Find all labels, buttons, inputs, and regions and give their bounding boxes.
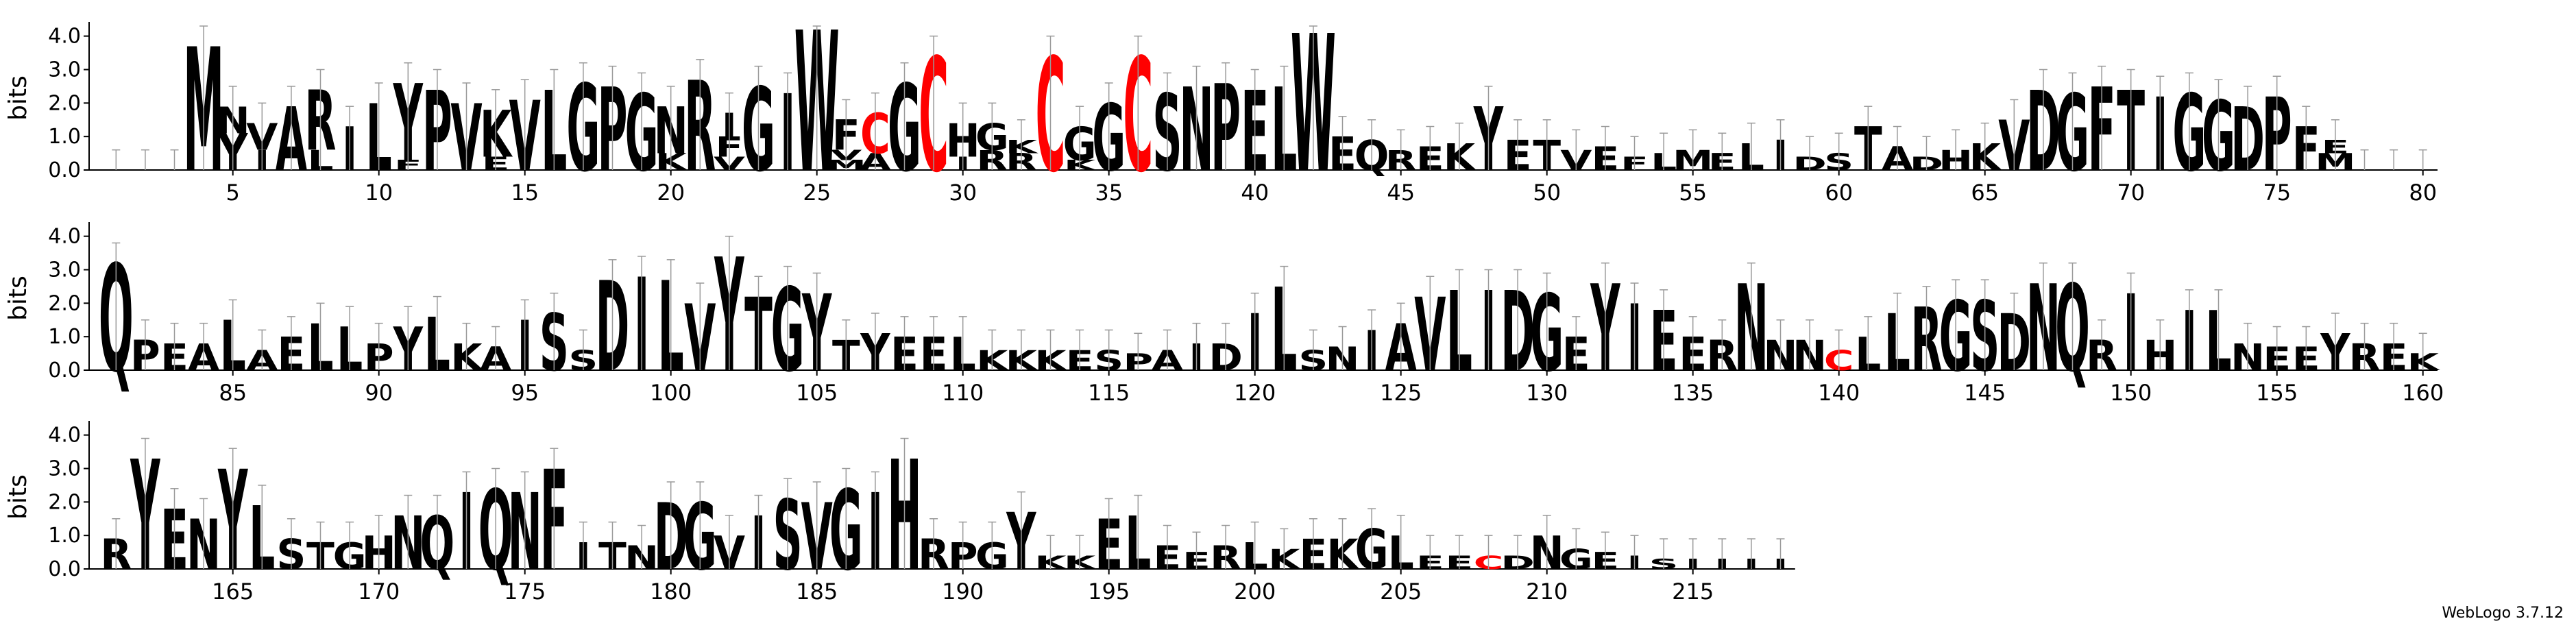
x-tick-label: 85: [219, 380, 247, 406]
y-axis-label: bits: [4, 276, 32, 321]
x-tick-label: 215: [1672, 579, 1714, 605]
x-tick-label: 55: [1679, 180, 1707, 206]
x-tick-label: 180: [650, 579, 692, 605]
y-tick-label: 2.0: [48, 291, 81, 315]
y-tick-label: 3.0: [48, 58, 81, 82]
x-tick-label: 115: [1088, 380, 1130, 406]
x-tick-label: 170: [358, 579, 400, 605]
y-tick-label: 0.0: [48, 158, 81, 182]
logo-letter: K: [1268, 544, 1301, 576]
logo-letter: K: [1006, 136, 1039, 158]
logo-row-2: bits 0.0 1.0 2.0 3.0 4.0 85 90 95 100 105 110 115 120…: [4, 222, 2444, 408]
x-tick-label: 185: [796, 579, 838, 605]
x-tick-label: 155: [2256, 380, 2298, 406]
logo-letter: K: [1444, 136, 1477, 179]
x-tick-label: 135: [1672, 380, 1714, 406]
x-tick-label: 190: [942, 579, 984, 605]
x-tick-label: 30: [949, 180, 977, 206]
y-tick-label: 0.0: [48, 358, 81, 382]
logo-letter: K: [655, 149, 688, 176]
y-tick-label: 1.0: [48, 125, 81, 149]
logo-letter: K: [480, 97, 513, 172]
y-axis-label: bits: [4, 75, 32, 121]
x-tick-label: 25: [803, 180, 831, 206]
y-axis-label: bits: [4, 474, 32, 520]
x-tick-label: 60: [1825, 180, 1853, 206]
x-tick-label: 75: [2263, 180, 2291, 206]
weblogo-credit: WebLogo 3.7.12: [2442, 605, 2564, 622]
logo-letter: K: [1034, 552, 1068, 573]
x-tick-label: 145: [1964, 380, 2006, 406]
x-tick-label: 20: [657, 180, 685, 206]
y-tick-label: 2.0: [48, 91, 81, 115]
logo-letter: K: [976, 345, 1009, 377]
x-tick-label: 150: [2110, 380, 2152, 406]
y-tick-label: 4.0: [48, 424, 81, 448]
y-tick-label: 0.0: [48, 557, 81, 581]
x-tick-label: 195: [1088, 579, 1130, 605]
x-tick-label: 95: [511, 380, 539, 406]
x-tick-label: 90: [365, 380, 393, 406]
x-tick-label: 65: [1971, 180, 1999, 206]
logo-letter: K: [1034, 345, 1067, 377]
x-tick-label: 50: [1533, 180, 1561, 206]
x-tick-label: 160: [2402, 380, 2444, 406]
logo-row-3: bits 0.0 1.0 2.0 3.0 4.0 165 170 175 180 185 190 195…: [4, 421, 1795, 605]
x-tick-label: 125: [1380, 380, 1422, 406]
logo-letter: K: [450, 337, 483, 379]
x-tick-label: 40: [1241, 180, 1269, 206]
x-tick-label: 210: [1526, 579, 1568, 605]
y-tick-label: 4.0: [48, 225, 81, 249]
x-tick-label: 70: [2117, 180, 2145, 206]
x-tick-label: 175: [504, 579, 546, 605]
x-tick-label: 15: [511, 180, 539, 206]
x-tick-label: 105: [796, 380, 838, 406]
logo-letter: K: [1064, 552, 1097, 573]
logo-letter: K: [1064, 158, 1097, 173]
x-tick-label: 80: [2409, 180, 2437, 206]
x-tick-label: 5: [226, 180, 240, 206]
y-tick-label: 2.0: [48, 490, 81, 514]
x-tick-label: 35: [1095, 180, 1123, 206]
logo-letter: K: [2407, 350, 2440, 376]
logo-row-1: bits 0.0 1.0 2.0 3.0 4.0 5 10 15 20 25 30 35 40 45 50 55…: [4, 0, 2438, 215]
x-tick-label: 110: [942, 380, 984, 406]
x-tick-label: 120: [1234, 380, 1276, 406]
x-tick-label: 200: [1234, 579, 1276, 605]
y-tick-label: 1.0: [48, 524, 81, 548]
y-tick-label: 1.0: [48, 325, 81, 349]
x-tick-label: 140: [1818, 380, 1860, 406]
x-tick-label: 10: [365, 180, 393, 206]
y-tick-label: 3.0: [48, 258, 81, 282]
x-tick-label: 130: [1526, 380, 1568, 406]
x-tick-label: 205: [1380, 579, 1422, 605]
x-tick-label: 100: [650, 380, 692, 406]
logo-letter: K: [1326, 531, 1360, 579]
logo-letter: K: [1969, 136, 2002, 179]
logo-letter: K: [1006, 345, 1038, 377]
x-tick-label: 45: [1387, 180, 1415, 206]
x-tick-label: 165: [212, 579, 254, 605]
y-tick-label: 3.0: [48, 457, 81, 481]
y-tick-label: 4.0: [48, 25, 81, 49]
